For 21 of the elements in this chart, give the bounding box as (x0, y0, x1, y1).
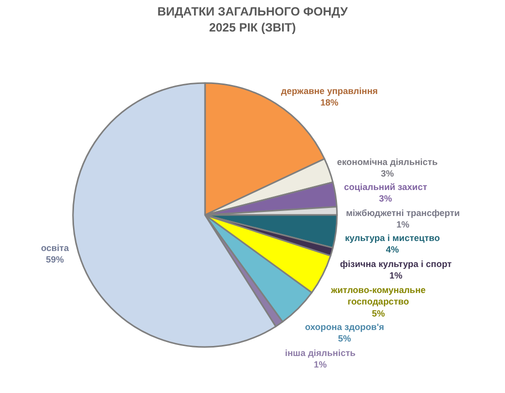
slice-label: соціальний захист (344, 182, 428, 192)
slice-label: фізична культура і спорт (340, 259, 452, 269)
slice-label: житлово-комунальне господарство (330, 285, 426, 307)
data-label: 1% (389, 270, 402, 281)
slice-label: інша діяльність (285, 348, 356, 358)
data-label: 1% (396, 220, 410, 230)
slice-label: економічна діяльність (337, 157, 438, 167)
slice-label: охорона здоров'я (305, 322, 384, 332)
slice-label: освіта (41, 243, 70, 253)
data-label: 1% (314, 360, 327, 370)
chart-title: ВИДАТКИ ЗАГАЛЬНОГО ФОНДУ 2025 РІК (ЗВІТ) (157, 4, 348, 34)
slice-label: державне управління (281, 86, 378, 96)
data-label: 4% (386, 244, 399, 255)
data-label: 18% (320, 98, 338, 108)
data-label: 3% (379, 194, 392, 204)
slice-label: культура і мистецтво (345, 233, 440, 243)
data-label: 5% (338, 334, 352, 344)
data-label: 5% (372, 308, 385, 318)
data-label: 59% (46, 254, 64, 265)
data-label: 3% (380, 168, 394, 179)
slice-label: міжбюджетні трансферти (346, 208, 460, 218)
